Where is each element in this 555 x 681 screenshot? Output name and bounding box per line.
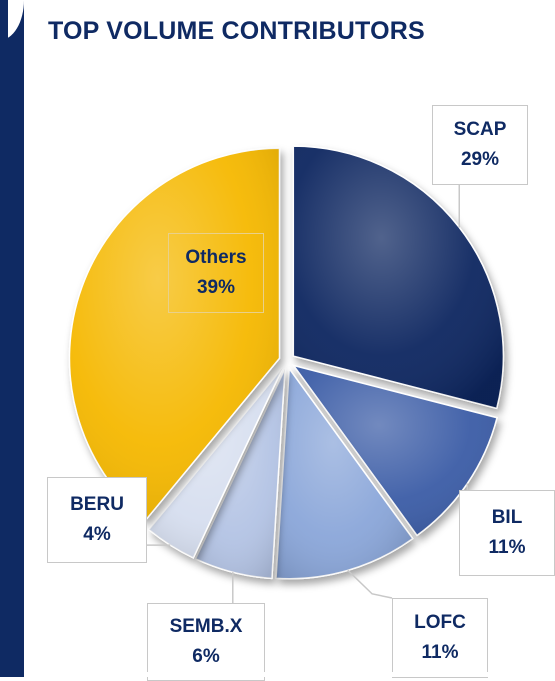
data-label-name: BIL — [491, 507, 523, 528]
data-label-others: Others 39% — [168, 233, 264, 313]
data-label-value: 4% — [83, 524, 111, 545]
data-label-value: 11% — [421, 642, 459, 663]
data-label-bil: BIL 11% — [459, 490, 555, 576]
data-label-name: SCAP — [453, 119, 507, 140]
pie-slice-bil — [291, 364, 498, 537]
left-accent-bar — [0, 0, 24, 677]
data-label-value: 11% — [488, 537, 526, 558]
data-label-name: LOFC — [414, 612, 466, 633]
data-label-semb-x: SEMB.X 6% — [147, 603, 265, 681]
data-label-lofc: LOFC 11% — [392, 598, 488, 678]
leader-line — [347, 569, 393, 599]
callout-leader-lines — [147, 185, 469, 603]
data-label-value: 6% — [192, 646, 220, 667]
pie-slice-semb-x — [194, 368, 286, 580]
data-label-name: SEMB.X — [169, 616, 243, 637]
data-label-value: 39% — [196, 277, 236, 298]
pie-slice-scap — [292, 145, 505, 410]
pie-slice-lofc — [275, 366, 414, 580]
bottom-edge — [24, 672, 555, 677]
pie-slices — [68, 145, 505, 580]
pie-slice-beru — [147, 367, 284, 559]
data-label-name: BERU — [70, 494, 124, 515]
chart-title: TOP VOLUME CONTRIBUTORS — [48, 17, 425, 45]
data-label-value: 29% — [460, 149, 500, 170]
data-label-name: Others — [185, 247, 247, 268]
pie-slice-others — [68, 147, 281, 522]
data-label-scap: SCAP 29% — [432, 105, 528, 185]
data-label-beru: BERU 4% — [47, 477, 147, 563]
